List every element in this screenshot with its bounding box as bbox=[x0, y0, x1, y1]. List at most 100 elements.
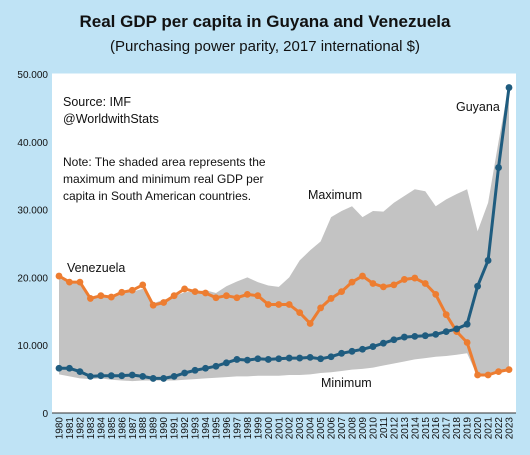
x-tick-label: 1982 bbox=[75, 417, 86, 440]
venezuela-point bbox=[359, 272, 366, 280]
guyana-point bbox=[86, 372, 94, 380]
guyana-point bbox=[400, 333, 408, 341]
guyana-point bbox=[191, 366, 199, 374]
guyana-point bbox=[243, 356, 251, 364]
min-max-band bbox=[59, 84, 509, 382]
venezuela-point bbox=[390, 281, 398, 289]
venezuela-point bbox=[128, 286, 136, 294]
guyana-point bbox=[212, 362, 220, 370]
x-tick-label: 1998 bbox=[243, 417, 254, 440]
y-tick-label: 0 bbox=[42, 409, 48, 420]
guyana-point bbox=[170, 372, 178, 380]
venezuela-point bbox=[411, 274, 419, 282]
x-tick-label: 2008 bbox=[348, 417, 359, 440]
x-tick-label: 2000 bbox=[264, 417, 275, 440]
venezuela-point bbox=[107, 293, 115, 301]
x-tick-label: 1997 bbox=[232, 417, 243, 440]
guyana-point bbox=[338, 349, 345, 357]
guyana-point bbox=[118, 372, 126, 380]
guyana-point bbox=[369, 343, 377, 350]
x-tick-label: 1994 bbox=[201, 417, 212, 440]
guyana-point bbox=[348, 347, 356, 355]
x-tick-label: 2014 bbox=[410, 417, 421, 440]
venezuela-point bbox=[348, 278, 356, 286]
series-layer bbox=[55, 84, 513, 382]
x-tick-label: 1986 bbox=[117, 417, 128, 440]
x-tick-label: 2016 bbox=[431, 417, 442, 440]
y-tick-label: 50.000 bbox=[17, 70, 48, 81]
x-tick-label: 1983 bbox=[86, 417, 97, 440]
x-tick-label: 2021 bbox=[484, 417, 495, 440]
guyana-point bbox=[128, 371, 136, 379]
venezuela-point bbox=[306, 320, 314, 327]
guyana-point bbox=[442, 328, 450, 336]
guyana-point bbox=[233, 356, 241, 363]
source-line-1: Source: IMF bbox=[63, 95, 131, 109]
guyana-point bbox=[223, 359, 230, 367]
venezuela-point bbox=[421, 280, 429, 287]
venezuela-point bbox=[160, 299, 168, 306]
y-tick-label: 40.000 bbox=[17, 138, 48, 149]
venezuela-point bbox=[76, 278, 84, 286]
guyana-point bbox=[495, 164, 502, 171]
x-tick-label: 2009 bbox=[358, 417, 369, 440]
y-axis: 0 10.000 20.000 30.000 40.000 50.000 bbox=[17, 70, 48, 420]
venezuela-point bbox=[484, 371, 492, 379]
x-tick-label: 2013 bbox=[400, 417, 411, 440]
venezuela-point bbox=[463, 339, 471, 346]
guyana-point bbox=[264, 356, 272, 363]
guyana-point bbox=[411, 332, 419, 340]
venezuela-point bbox=[170, 292, 178, 300]
x-tick-label: 2015 bbox=[421, 417, 432, 440]
guyana-point bbox=[76, 368, 84, 376]
venezuela-point bbox=[285, 301, 293, 308]
x-tick-label: 1995 bbox=[211, 417, 222, 440]
guyana-point bbox=[107, 372, 115, 380]
guyana-point bbox=[390, 336, 398, 344]
maximum-label: Maximum bbox=[308, 188, 362, 202]
guyana-point bbox=[484, 257, 492, 264]
venezuela-label: Venezuela bbox=[67, 261, 125, 275]
venezuela-point bbox=[474, 371, 482, 379]
note-line-2: maximum and minimum real GDP per bbox=[63, 172, 264, 186]
venezuela-point bbox=[139, 281, 147, 289]
venezuela-point bbox=[432, 290, 440, 298]
guyana-point bbox=[317, 355, 325, 363]
x-tick-label: 1985 bbox=[107, 417, 118, 440]
venezuela-point bbox=[55, 272, 63, 280]
venezuela-point bbox=[264, 301, 272, 308]
x-tick-label: 1989 bbox=[149, 417, 160, 440]
venezuela-point bbox=[202, 289, 209, 297]
x-tick-label: 1984 bbox=[96, 417, 107, 440]
x-axis: 1980 1981 1982 1983 1984 1985 1986 1987 1988 1989… bbox=[52, 412, 516, 440]
venezuela-point bbox=[191, 288, 199, 296]
note-line-3: capita in South American countries. bbox=[63, 189, 251, 203]
venezuela-point bbox=[317, 304, 325, 312]
guyana-point bbox=[432, 330, 440, 338]
y-tick-label: 10.000 bbox=[17, 341, 48, 352]
venezuela-point bbox=[275, 301, 283, 308]
guyana-point bbox=[421, 332, 429, 340]
chart-title: Real GDP per capita in Guyana and Venezu… bbox=[80, 12, 452, 31]
guyana-point bbox=[306, 354, 314, 361]
venezuela-point bbox=[369, 280, 377, 287]
venezuela-point bbox=[243, 290, 251, 298]
x-tick-label: 2012 bbox=[389, 417, 400, 440]
x-tick-label: 1990 bbox=[159, 417, 170, 440]
venezuela-point bbox=[442, 311, 450, 319]
x-tick-label: 1987 bbox=[128, 417, 139, 440]
guyana-point bbox=[202, 364, 209, 372]
venezuela-point bbox=[212, 294, 220, 302]
venezuela-point bbox=[338, 288, 345, 296]
venezuela-point bbox=[296, 309, 304, 317]
guyana-point bbox=[254, 355, 262, 363]
venezuela-point bbox=[380, 283, 387, 291]
venezuela-point bbox=[66, 278, 73, 286]
guyana-point bbox=[285, 354, 293, 362]
guyana-point bbox=[453, 325, 461, 333]
guyana-point bbox=[359, 345, 366, 353]
guyana-point bbox=[296, 354, 304, 362]
x-tick-label: 1991 bbox=[170, 417, 181, 440]
